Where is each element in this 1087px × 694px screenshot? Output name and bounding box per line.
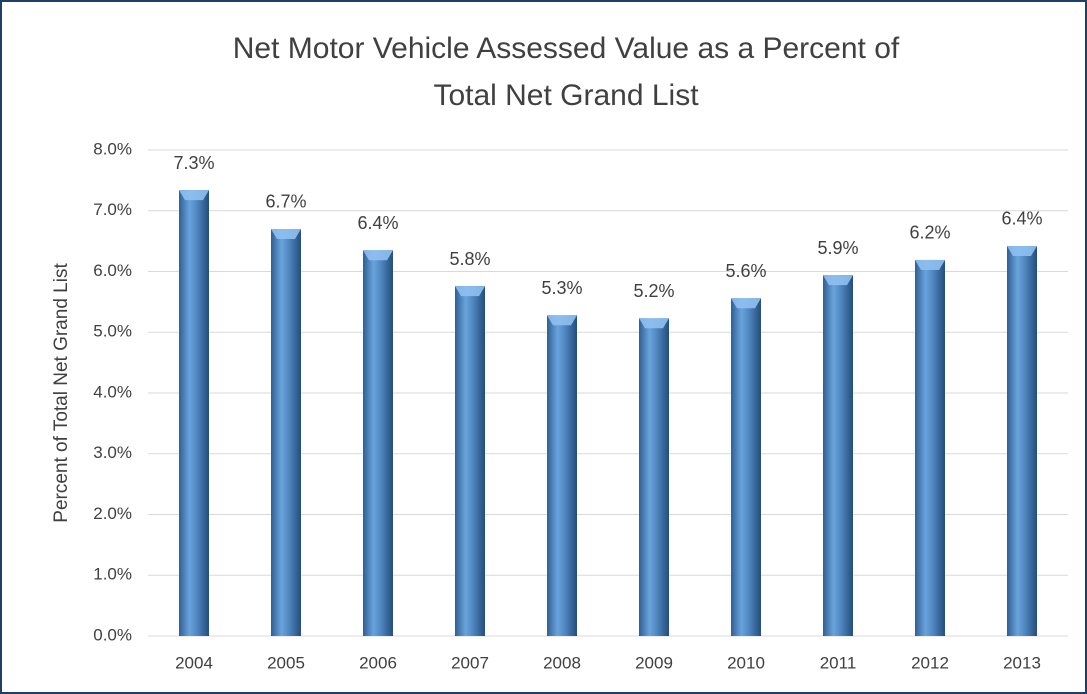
y-tick-label: 7.0% xyxy=(93,200,132,219)
y-tick-label: 4.0% xyxy=(93,382,132,401)
value-label: 7.3% xyxy=(173,153,214,173)
bar xyxy=(455,286,485,636)
bar xyxy=(271,228,301,636)
value-label: 5.2% xyxy=(633,281,674,301)
value-label: 5.9% xyxy=(817,238,858,258)
value-label: 6.7% xyxy=(265,192,306,212)
bar xyxy=(1007,245,1037,637)
bar xyxy=(547,315,577,636)
y-tick-label: 6.0% xyxy=(93,261,132,280)
value-label: 6.2% xyxy=(909,223,950,243)
y-axis-title: Percent of Total Net Grand List xyxy=(51,263,72,523)
bar xyxy=(915,259,945,636)
y-tick-label: 1.0% xyxy=(93,565,132,584)
bar-cap xyxy=(823,275,853,286)
x-tick-label: 2008 xyxy=(543,653,581,672)
bar-cap xyxy=(271,228,301,239)
value-label: 5.3% xyxy=(541,278,582,298)
chart-title: Total Net Grand List xyxy=(433,79,699,112)
bar xyxy=(731,298,761,636)
y-tick-label: 3.0% xyxy=(93,443,132,462)
y-tick-label: 5.0% xyxy=(93,322,132,341)
x-tick-label: 2006 xyxy=(359,653,397,672)
bar-cap xyxy=(179,190,209,201)
value-label: 5.6% xyxy=(725,261,766,281)
value-label: 6.4% xyxy=(1001,209,1042,229)
y-tick-label: 8.0% xyxy=(93,139,132,158)
y-tick-label: 0.0% xyxy=(93,625,132,644)
bar-cap xyxy=(915,259,945,270)
x-tick-label: 2005 xyxy=(267,653,305,672)
value-label: 5.8% xyxy=(449,249,490,269)
bar-cap xyxy=(1007,245,1037,256)
x-tick-label: 2004 xyxy=(175,653,213,672)
bar xyxy=(363,250,393,637)
x-tick-label: 2007 xyxy=(451,653,489,672)
bar-cap xyxy=(363,250,393,261)
bar-cap xyxy=(639,318,669,329)
x-tick-label: 2012 xyxy=(911,653,949,672)
bar-cap xyxy=(547,315,577,326)
bar xyxy=(823,275,853,636)
bar-cap xyxy=(455,286,485,297)
bar-cap xyxy=(731,298,761,309)
value-label: 6.4% xyxy=(357,213,398,233)
x-tick-label: 2010 xyxy=(727,653,765,672)
x-tick-label: 2011 xyxy=(820,653,857,672)
x-tick-label: 2013 xyxy=(1003,653,1041,672)
bar xyxy=(639,318,669,636)
bar xyxy=(179,190,209,636)
x-tick-label: 2009 xyxy=(635,653,673,672)
chart-title: Net Motor Vehicle Assessed Value as a Pe… xyxy=(233,32,900,65)
y-tick-label: 2.0% xyxy=(93,504,132,523)
